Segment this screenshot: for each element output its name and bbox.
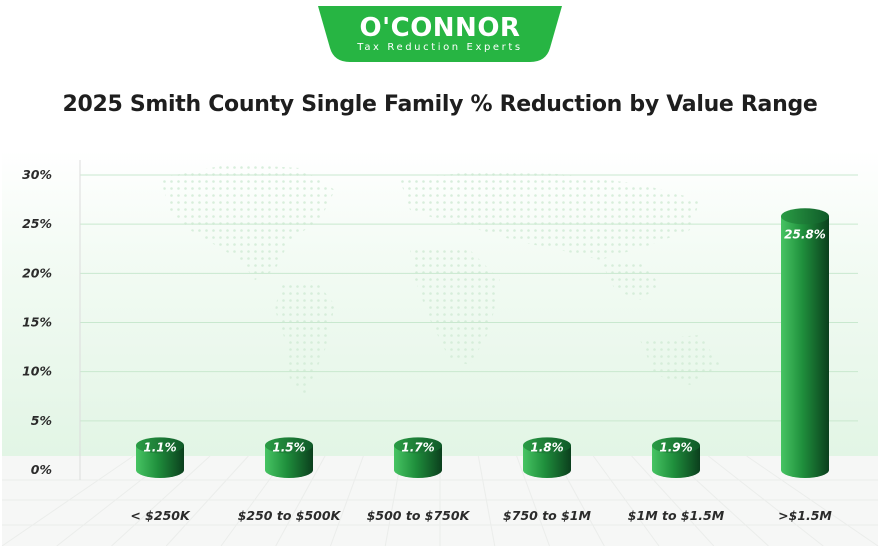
floor-grid-line — [631, 455, 715, 546]
floor-grid-line — [707, 455, 824, 546]
bar-body — [394, 445, 442, 478]
y-tick-label: 5% — [31, 413, 52, 428]
bar-body — [136, 445, 184, 478]
floor-grid-line — [746, 455, 879, 546]
y-tick-label: 10% — [22, 364, 52, 379]
bar-chart: 0% 5% 10% 15% 20% 25% 30% 1.1% 1.5% 1.7% 1.8% 1.9%… — [1, 150, 879, 546]
bar: 1.5% — [265, 437, 313, 478]
logo-brand-name: O'CONNOR — [359, 13, 521, 43]
bar: 25.8% — [781, 208, 829, 479]
floor-grid-line — [516, 455, 550, 546]
world-map-watermark — [160, 164, 720, 395]
bar-value-label: 1.7% — [401, 440, 434, 454]
y-tick-label: 20% — [22, 265, 52, 280]
bar: 1.8% — [523, 437, 571, 478]
bar-value-label: 1.5% — [272, 440, 305, 454]
bar-value-label: 1.9% — [659, 440, 692, 454]
x-axis-labels: < $250K $250 to $500K $500 to $750K $750 to… — [130, 508, 832, 523]
y-tick-label: 0% — [31, 462, 52, 477]
bar: 1.1% — [136, 437, 184, 478]
bar-body — [781, 216, 829, 479]
y-gridlines — [80, 174, 858, 422]
x-tick-label: $250 to $500K — [238, 508, 342, 523]
x-tick-label: $1M to $1.5M — [628, 508, 725, 523]
logo-badge-shape — [318, 6, 562, 62]
floor-grid-line — [592, 455, 660, 546]
floor-grid-line — [330, 455, 364, 546]
x-tick-label: < $250K — [130, 508, 191, 523]
y-tick-label: 25% — [22, 216, 52, 231]
bar-body — [652, 445, 700, 478]
x-tick-label: $750 to $1M — [503, 508, 591, 523]
floor-grid-line — [111, 455, 211, 546]
bar-top — [394, 437, 442, 454]
bar: 1.7% — [394, 437, 442, 478]
bar-body — [265, 445, 313, 478]
chart-title: 2025 Smith County Single Family % Reduct… — [62, 92, 818, 117]
floor-grid-line — [477, 455, 496, 546]
bar-top — [652, 437, 700, 454]
x-tick-label: $500 to $750K — [367, 508, 471, 523]
bar-value-label: 1.8% — [530, 440, 563, 454]
bar-top — [523, 437, 571, 454]
brand-logo: O'CONNOR Tax Reduction Experts — [318, 6, 562, 64]
bar-top — [781, 208, 829, 225]
floor-grid-line — [1, 455, 134, 546]
floor-grid-line — [165, 455, 249, 546]
bar: 1.9% — [652, 437, 700, 478]
bars: 1.1% 1.5% 1.7% 1.8% 1.9% 25.8% — [136, 208, 829, 479]
logo-tagline: Tax Reduction Experts — [357, 42, 523, 53]
bar-body — [523, 445, 571, 478]
y-axis-ticks: 0% 5% 10% 15% 20% 25% 30% — [22, 167, 52, 477]
x-tick-label: >$1.5M — [778, 508, 832, 523]
bar-value-label: 25.8% — [784, 227, 826, 241]
floor-grid-line — [275, 455, 326, 546]
y-tick-label: 30% — [22, 167, 52, 182]
bar-value-label: 1.1% — [143, 440, 176, 454]
bar-top — [265, 437, 313, 454]
bar-top — [136, 437, 184, 454]
y-tick-label: 15% — [22, 315, 52, 330]
